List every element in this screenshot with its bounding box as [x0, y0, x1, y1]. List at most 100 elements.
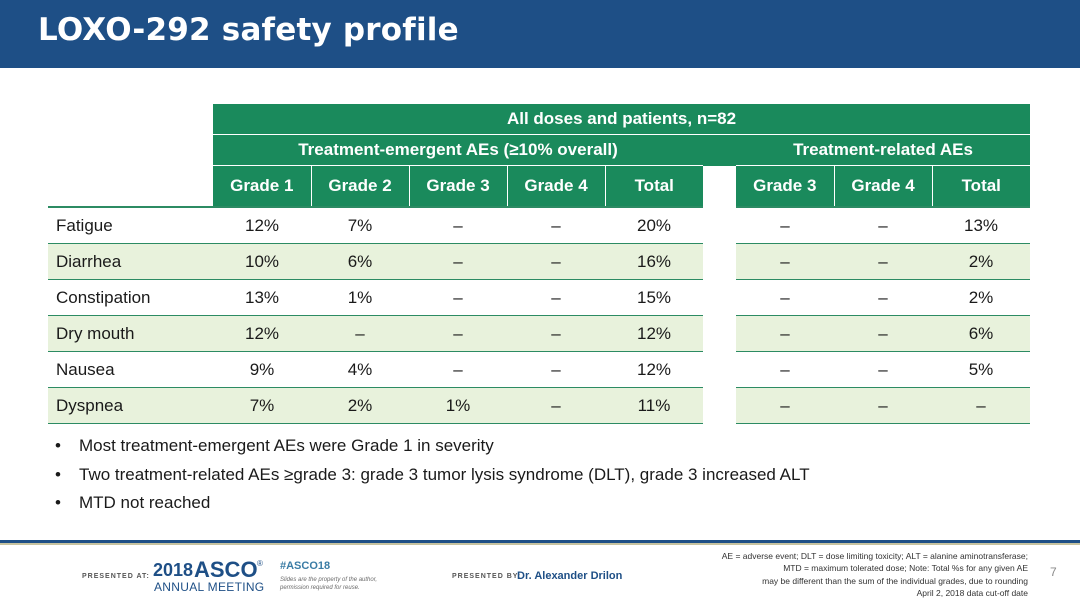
- bullet-list: • Most treatment-emergent AEs were Grade …: [55, 432, 810, 518]
- table-cell: 16%: [605, 243, 703, 280]
- table-cell: 6%: [311, 243, 409, 280]
- table-cell: –: [409, 206, 507, 244]
- bullet-glyph: •: [55, 464, 61, 484]
- table-cell: –: [409, 243, 507, 280]
- table-cell: 20%: [605, 206, 703, 244]
- table-cell: 12%: [213, 206, 311, 244]
- table-cell: –: [507, 315, 605, 352]
- title-bar: [0, 0, 1080, 68]
- slides-property-note: Slides are the property of the author, p…: [280, 577, 378, 591]
- gap-cell: [703, 279, 736, 316]
- page-number: 7: [1050, 565, 1057, 579]
- presenter-name: Dr. Alexander Drilon: [517, 570, 623, 582]
- footnote-line: April 2, 2018 data cut-off date: [916, 587, 1028, 598]
- gap-cell: [703, 387, 736, 424]
- table-cell: 13%: [213, 279, 311, 316]
- table-cell: 10%: [213, 243, 311, 280]
- table-cell: –: [834, 279, 932, 316]
- col-header: Grade 4: [834, 165, 933, 207]
- table-cell: –: [507, 351, 605, 388]
- group-header-gap: [703, 134, 736, 166]
- table-cell: –: [736, 315, 834, 352]
- table-cell: 2%: [932, 279, 1030, 316]
- presented-at-label: PRESENTED AT:: [82, 573, 150, 580]
- ae-table: All doses and patients, n=82 Treatment-e…: [48, 104, 1030, 424]
- col-header: Grade 3: [409, 165, 508, 207]
- table-cell: –: [507, 206, 605, 244]
- presented-by-label: PRESENTED BY:: [452, 573, 522, 580]
- table-cell: –: [409, 315, 507, 352]
- row-label: Nausea: [48, 351, 213, 388]
- table-row: Constipation 13% 1% – – 15% – – 2%: [48, 279, 1030, 316]
- asco-logo-word: ASCO: [194, 557, 258, 582]
- footnote: AE = adverse event; DLT = dose limiting …: [690, 550, 1028, 599]
- bullet-glyph: •: [55, 436, 61, 455]
- header-gap-cell: [703, 165, 736, 207]
- hashtag: #ASCO18: [280, 560, 331, 572]
- asco-logo-year: 2018: [153, 560, 194, 580]
- bullet-text: Most treatment-emergent AEs were Grade 1…: [79, 436, 494, 455]
- gap-cell: [703, 351, 736, 388]
- table-cell: –: [834, 315, 932, 352]
- col-header: Grade 3: [736, 165, 835, 207]
- table-cell: 11%: [605, 387, 703, 424]
- group-header-emergent: Treatment-emergent AEs (≥10% overall): [213, 134, 703, 166]
- asco-registered-mark: ®: [257, 559, 263, 568]
- table-cell: –: [507, 243, 605, 280]
- table-top-header: All doses and patients, n=82: [213, 104, 1030, 135]
- table-cell: 12%: [213, 315, 311, 352]
- bullet-item: • Most treatment-emergent AEs were Grade …: [55, 432, 810, 461]
- col-header: Total: [605, 165, 703, 207]
- gap-cell: [703, 243, 736, 280]
- table-cell: 4%: [311, 351, 409, 388]
- table-cell: 2%: [311, 387, 409, 424]
- table-cell: –: [311, 315, 409, 352]
- col-header: Grade 2: [311, 165, 410, 207]
- group-header-related: Treatment-related AEs: [736, 134, 1030, 166]
- row-label: Fatigue: [48, 206, 213, 244]
- bullet-item: • MTD not reached: [55, 489, 810, 518]
- table-cell: –: [507, 279, 605, 316]
- table-cell: 9%: [213, 351, 311, 388]
- asco-annual-meeting: ANNUAL MEETING: [154, 580, 265, 594]
- header-blank-cell: [48, 134, 213, 166]
- table-cell: 1%: [409, 387, 507, 424]
- bullet-text: MTD not reached: [79, 493, 211, 512]
- header-blank-cell: [48, 165, 213, 207]
- table-cell: –: [834, 243, 932, 280]
- table-cell: 6%: [932, 315, 1030, 352]
- col-header: Grade 1: [213, 165, 312, 207]
- bullet-text: Two treatment-related AEs ≥grade 3: grad…: [79, 464, 810, 484]
- table-cell: –: [736, 279, 834, 316]
- bullet-glyph: •: [55, 493, 61, 512]
- table-cell: –: [834, 206, 932, 244]
- table-cell: –: [932, 387, 1030, 424]
- row-label: Diarrhea: [48, 243, 213, 280]
- col-header: Total: [932, 165, 1030, 207]
- table-cell: 2%: [932, 243, 1030, 280]
- slide-title: LOXO-292 safety profile: [38, 12, 459, 48]
- bullet-item: • Two treatment-related AEs ≥grade 3: gra…: [55, 461, 810, 490]
- row-label: Constipation: [48, 279, 213, 316]
- table-cell: –: [736, 387, 834, 424]
- table-cell: 1%: [311, 279, 409, 316]
- table-row: Nausea 9% 4% – – 12% – – 5%: [48, 351, 1030, 388]
- table-cell: 13%: [932, 206, 1030, 244]
- footnote-line: may be different than the sum of the ind…: [762, 575, 1028, 586]
- header-blank-cell: [48, 104, 213, 135]
- table-row: Fatigue 12% 7% – – 20% – – 13%: [48, 206, 1030, 244]
- table-cell: –: [736, 351, 834, 388]
- table-cell: 5%: [932, 351, 1030, 388]
- table-cell: –: [834, 351, 932, 388]
- gap-cell: [703, 207, 736, 244]
- table-row: Diarrhea 10% 6% – – 16% – – 2%: [48, 243, 1030, 280]
- footer-divider: [0, 540, 1080, 543]
- footnote-line: AE = adverse event; DLT = dose limiting …: [721, 551, 1028, 561]
- footnote-line: MTD = maximum tolerated dose; Note: Tota…: [783, 563, 1028, 574]
- gap-cell: [703, 315, 736, 352]
- table-row: Dyspnea 7% 2% 1% – 11% – – –: [48, 387, 1030, 424]
- table-cell: 15%: [605, 279, 703, 316]
- table-cell: –: [409, 351, 507, 388]
- col-header: Grade 4: [507, 165, 606, 207]
- table-cell: –: [507, 387, 605, 424]
